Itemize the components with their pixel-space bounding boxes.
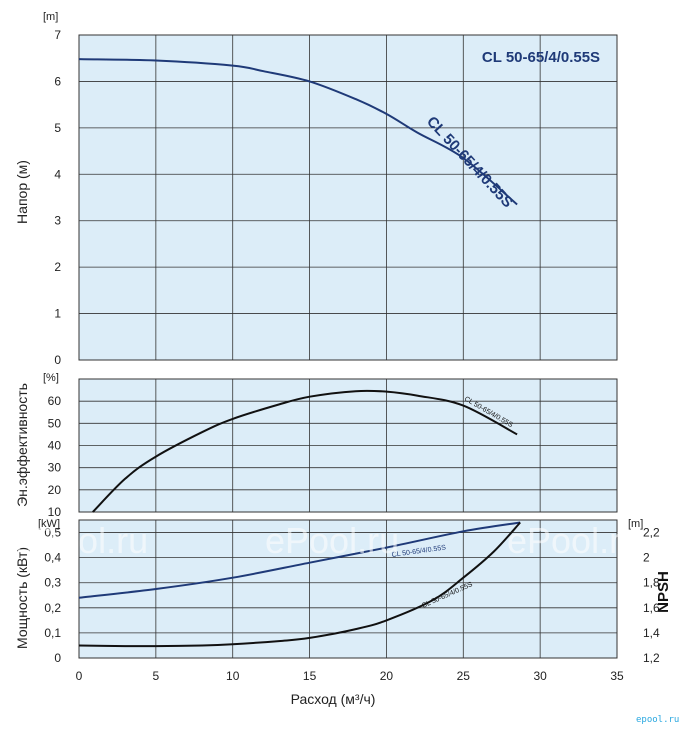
npsh-ytick-3: 1,8	[643, 576, 660, 590]
x-tick-1: 5	[153, 669, 160, 683]
head-unit-label: [m]	[43, 11, 58, 23]
x-tick-0: 0	[76, 669, 83, 683]
head-ytick-5: 5	[54, 121, 61, 135]
x-tick-3: 15	[303, 669, 317, 683]
npsh-ytick-2: 1,6	[643, 601, 660, 615]
head-ytick-1: 1	[54, 307, 61, 321]
power-axis-title: Мощность (кВт)	[14, 547, 30, 649]
power-npsh-panel: 0 0,1 0,2 0,3 0,4 0,5 1,2 1,4 1,6 1,8 2 2,2 [kW] […	[14, 518, 672, 665]
eff-series-0-line	[92, 389, 518, 513]
watermark-3: ePool.ru	[507, 520, 641, 561]
head-axis-title: Напор (м)	[14, 160, 30, 224]
eff-ytick-3: 40	[48, 439, 62, 453]
x-tick-4: 20	[380, 669, 394, 683]
efficiency-y-ticks: 10 20 30 40 50 60	[48, 394, 62, 519]
pow-ytick-1: 0,1	[44, 626, 61, 640]
x-tick-2: 10	[226, 669, 240, 683]
npsh-ytick-1: 1,4	[643, 626, 660, 640]
pow-ytick-4: 0,4	[44, 551, 61, 565]
npsh-axis-title: NPSH	[655, 571, 672, 613]
power-curve-group	[78, 521, 521, 648]
watermark-1: ePool.ru	[14, 520, 148, 561]
power-unit-label: [kW]	[38, 518, 60, 530]
eff-ytick-1: 20	[48, 483, 62, 497]
x-ticks: 0 5 10 15 20 25 30 35	[76, 669, 624, 683]
head-ytick-3: 3	[54, 214, 61, 228]
head-curve-group	[78, 58, 518, 206]
head-ytick-6: 6	[54, 74, 61, 88]
power-y-ticks: 0 0,1 0,2 0,3 0,4 0,5	[44, 526, 61, 665]
npsh-ytick-0: 1,2	[643, 651, 660, 665]
npsh-ytick-4: 2	[643, 551, 650, 565]
pow-ytick-3: 0,3	[44, 576, 61, 590]
npsh-y-ticks: 1,2 1,4 1,6 1,8 2 2,2	[643, 526, 660, 665]
x-tick-7: 35	[610, 669, 624, 683]
head-series-0-line	[78, 58, 518, 206]
watermarks: ePool.ru ePool.ru ePool.ru	[14, 520, 641, 561]
efficiency-axis-title: Эн.эффективность	[14, 383, 30, 507]
head-panel-background	[78, 34, 618, 361]
head-ytick-7: 7	[54, 28, 61, 42]
power-panel-background	[78, 519, 618, 659]
eff-ytick-2: 30	[48, 461, 62, 475]
npsh-ytick-5: 2,2	[643, 526, 660, 540]
head-y-ticks: 0 1 2 3 4 5 6 7	[54, 28, 61, 367]
watermark-2: ePool.ru	[265, 520, 399, 561]
head-grid	[79, 35, 617, 360]
pow-series-1-line	[78, 521, 521, 648]
pow-ytick-2: 0,2	[44, 601, 61, 615]
eff-ytick-5: 60	[48, 394, 62, 408]
eff-ytick-4: 50	[48, 416, 62, 430]
pow-ytick-0: 0	[54, 651, 61, 665]
eff-ytick-0: 10	[48, 505, 62, 519]
npsh-unit-label: [m]	[628, 518, 643, 530]
footer-brand-logo: epool.ru	[636, 715, 679, 725]
power-grid	[79, 520, 617, 658]
efficiency-unit-label: [%]	[43, 372, 59, 384]
model-title: CL 50-65/4/0.55S	[482, 49, 600, 66]
head-ytick-2: 2	[54, 260, 61, 274]
efficiency-grid	[79, 379, 617, 512]
x-tick-5: 25	[457, 669, 471, 683]
head-ytick-4: 4	[54, 167, 61, 181]
head-ytick-0: 0	[54, 353, 61, 367]
efficiency-curve-group	[92, 389, 518, 513]
x-tick-6: 30	[533, 669, 547, 683]
pow-ytick-5: 0,5	[44, 526, 61, 540]
x-axis-title: Расход (м³/ч)	[291, 691, 376, 707]
pow-series-0-line	[78, 521, 521, 599]
